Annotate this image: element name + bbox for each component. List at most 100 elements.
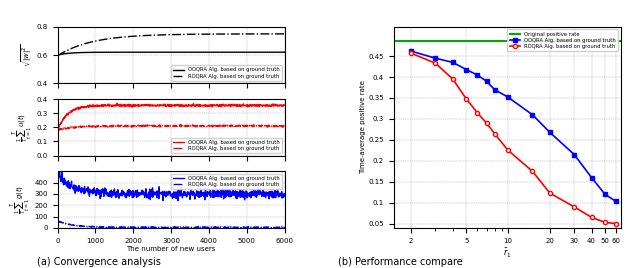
OOQRA Alg. based on ground truth — [250, 51, 257, 54]
Legend: OOQRA Alg. based on ground truth, ROQRA Alg. based on ground truth: OOQRA Alg. based on ground truth, ROQRA … — [172, 174, 282, 189]
X-axis label: The number of new users: The number of new users — [127, 246, 216, 252]
ROQRA Alg. based on ground truth — [449, 77, 457, 81]
ROQRA Alg. based on ground truth — [68, 126, 76, 130]
ROQRA Alg. based on ground truth — [281, 226, 289, 229]
ROQRA Alg. based on ground truth — [588, 216, 595, 219]
OOQRA Alg. based on ground truth — [227, 193, 234, 196]
ROQRA Alg. based on ground truth — [198, 124, 206, 128]
OOQRA Alg. based on ground truth — [68, 51, 76, 55]
ROQRA Alg. based on ground truth — [227, 124, 234, 127]
OOQRA Alg. based on ground truth — [192, 193, 200, 196]
ROQRA Alg. based on ground truth — [68, 224, 76, 227]
ROQRA Alg. based on ground truth — [612, 222, 620, 225]
OOQRA Alg. based on ground truth — [198, 104, 206, 107]
OOQRA Alg. based on ground truth — [250, 103, 257, 107]
ROQRA Alg. based on ground truth — [226, 32, 234, 36]
ROQRA Alg. based on ground truth — [281, 32, 289, 35]
ROQRA Alg. based on ground truth — [198, 33, 206, 36]
ROQRA Alg. based on ground truth — [431, 62, 439, 65]
OOQRA Alg. based on ground truth — [588, 176, 595, 179]
ROQRA Alg. based on ground truth — [239, 123, 247, 126]
ROQRA Alg. based on ground truth — [54, 54, 61, 57]
ROQRA Alg. based on ground truth — [483, 121, 490, 125]
Y-axis label: $\sqrt{|w|^2}$: $\sqrt{|w|^2}$ — [20, 43, 35, 66]
Line: ROQRA Alg. based on ground truth: ROQRA Alg. based on ground truth — [58, 125, 285, 130]
Legend: Original positive rate, OOQRA Alg. based on ground truth, ROQRA Alg. based on gr: Original positive rate, OOQRA Alg. based… — [508, 29, 618, 51]
OOQRA Alg. based on ground truth — [483, 80, 490, 83]
OOQRA Alg. based on ground truth — [198, 51, 206, 54]
Y-axis label: $\frac{1}{T}\sum_{t=1}^{T} g(t)$: $\frac{1}{T}\sum_{t=1}^{T} g(t)$ — [9, 185, 33, 214]
OOQRA Alg. based on ground truth — [191, 51, 199, 54]
OOQRA Alg. based on ground truth — [529, 113, 536, 116]
Line: OOQRA Alg. based on ground truth: OOQRA Alg. based on ground truth — [58, 52, 285, 55]
OOQRA Alg. based on ground truth — [186, 51, 193, 54]
Text: (a) Convergence analysis: (a) Convergence analysis — [37, 257, 161, 267]
ROQRA Alg. based on ground truth — [54, 219, 61, 223]
ROQRA Alg. based on ground truth — [186, 125, 194, 128]
ROQRA Alg. based on ground truth — [250, 32, 257, 36]
ROQRA Alg. based on ground truth — [54, 219, 61, 223]
Line: OOQRA Alg. based on ground truth: OOQRA Alg. based on ground truth — [58, 169, 285, 201]
ROQRA Alg. based on ground truth — [209, 226, 217, 230]
OOQRA Alg. based on ground truth — [570, 153, 578, 156]
OOQRA Alg. based on ground truth — [54, 53, 61, 57]
OOQRA Alg. based on ground truth — [281, 192, 289, 195]
Y-axis label: $\frac{1}{T}\sum_{t=1}^{T} u(t)$: $\frac{1}{T}\sum_{t=1}^{T} u(t)$ — [11, 113, 35, 142]
OOQRA Alg. based on ground truth — [54, 168, 61, 171]
ROQRA Alg. based on ground truth — [529, 170, 536, 173]
ROQRA Alg. based on ground truth — [250, 125, 257, 128]
Text: (b) Performance compare: (b) Performance compare — [338, 257, 462, 267]
ROQRA Alg. based on ground truth — [570, 205, 578, 209]
OOQRA Alg. based on ground truth — [186, 104, 194, 107]
OOQRA Alg. based on ground truth — [281, 104, 289, 107]
X-axis label: $\bar{r}_1$: $\bar{r}_1$ — [503, 246, 511, 260]
ROQRA Alg. based on ground truth — [198, 226, 206, 229]
OOQRA Alg. based on ground truth — [68, 184, 76, 187]
ROQRA Alg. based on ground truth — [601, 221, 609, 224]
OOQRA Alg. based on ground truth — [407, 50, 415, 53]
Legend: OOQRA Alg. based on ground truth, ROQRA Alg. based on ground truth: OOQRA Alg. based on ground truth, ROQRA … — [172, 137, 282, 153]
Y-axis label: Time-average positive rate: Time-average positive rate — [360, 80, 365, 174]
ROQRA Alg. based on ground truth — [68, 47, 76, 50]
OOQRA Alg. based on ground truth — [504, 96, 512, 99]
OOQRA Alg. based on ground truth — [546, 131, 554, 134]
ROQRA Alg. based on ground truth — [186, 33, 193, 36]
ROQRA Alg. based on ground truth — [407, 51, 415, 55]
ROQRA Alg. based on ground truth — [281, 125, 289, 128]
OOQRA Alg. based on ground truth — [227, 105, 234, 108]
OOQRA Alg. based on ground truth — [474, 73, 481, 77]
Line: ROQRA Alg. based on ground truth: ROQRA Alg. based on ground truth — [58, 34, 285, 56]
Original positive rate — [365, 39, 373, 42]
OOQRA Alg. based on ground truth — [281, 51, 289, 54]
OOQRA Alg. based on ground truth — [431, 57, 439, 60]
OOQRA Alg. based on ground truth — [54, 170, 61, 173]
Line: ROQRA Alg. based on ground truth: ROQRA Alg. based on ground truth — [409, 51, 618, 226]
Legend: OOQRA Alg. based on ground truth, ROQRA Alg. based on ground truth: OOQRA Alg. based on ground truth, ROQRA … — [172, 65, 282, 81]
ROQRA Alg. based on ground truth — [474, 111, 481, 114]
OOQRA Alg. based on ground truth — [174, 199, 182, 202]
Line: ROQRA Alg. based on ground truth: ROQRA Alg. based on ground truth — [58, 221, 285, 228]
OOQRA Alg. based on ground truth — [186, 198, 194, 201]
ROQRA Alg. based on ground truth — [227, 225, 234, 229]
Line: OOQRA Alg. based on ground truth: OOQRA Alg. based on ground truth — [58, 103, 285, 130]
OOQRA Alg. based on ground truth — [199, 193, 207, 196]
OOQRA Alg. based on ground truth — [449, 61, 457, 64]
ROQRA Alg. based on ground truth — [192, 125, 200, 128]
OOQRA Alg. based on ground truth — [491, 88, 499, 91]
OOQRA Alg. based on ground truth — [612, 200, 620, 203]
Line: OOQRA Alg. based on ground truth: OOQRA Alg. based on ground truth — [409, 49, 618, 203]
ROQRA Alg. based on ground truth — [54, 128, 61, 132]
OOQRA Alg. based on ground truth — [463, 68, 470, 71]
OOQRA Alg. based on ground truth — [192, 104, 200, 107]
ROQRA Alg. based on ground truth — [491, 132, 499, 135]
ROQRA Alg. based on ground truth — [504, 149, 512, 152]
OOQRA Alg. based on ground truth — [113, 102, 121, 105]
ROQRA Alg. based on ground truth — [54, 128, 61, 131]
OOQRA Alg. based on ground truth — [601, 193, 609, 196]
OOQRA Alg. based on ground truth — [250, 188, 257, 192]
OOQRA Alg. based on ground truth — [54, 128, 61, 131]
OOQRA Alg. based on ground truth — [226, 51, 234, 54]
ROQRA Alg. based on ground truth — [191, 33, 199, 36]
OOQRA Alg. based on ground truth — [68, 110, 76, 114]
ROQRA Alg. based on ground truth — [186, 226, 194, 229]
